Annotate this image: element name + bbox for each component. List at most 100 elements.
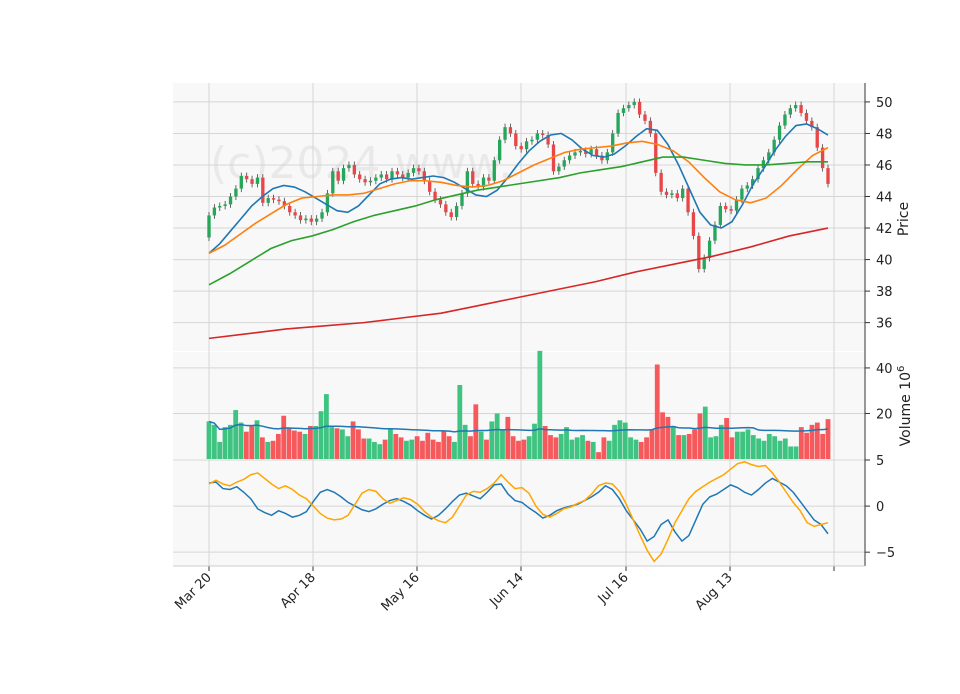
candle-body <box>535 133 540 140</box>
candle-body <box>691 212 696 236</box>
volume-bar <box>350 421 356 459</box>
candle-body <box>320 212 324 219</box>
candle-body <box>659 172 663 192</box>
candle-body <box>288 205 292 213</box>
x-tick-label: Mar 20 <box>172 570 215 613</box>
grid-lines <box>173 83 865 566</box>
volume-bar <box>809 424 815 459</box>
volume-bar <box>291 430 297 459</box>
candle-body <box>314 218 319 222</box>
volume-bar <box>254 420 260 459</box>
volume-bar <box>275 433 281 459</box>
volume-bar <box>211 424 217 459</box>
volume-bar <box>574 437 580 459</box>
volume-bar <box>585 440 591 459</box>
volume-bar <box>638 441 644 459</box>
candle-body <box>557 166 561 172</box>
candle-body <box>573 152 577 156</box>
candle-body <box>449 212 453 217</box>
candle-body <box>530 139 534 142</box>
candle-body <box>718 205 723 225</box>
volume-bar <box>724 418 730 459</box>
x-tick-label: Apr 18 <box>278 570 319 611</box>
candle-body <box>336 171 340 181</box>
volume-bar <box>580 435 585 459</box>
candle-body <box>293 212 297 216</box>
volume-bar <box>243 431 249 459</box>
volume-bar <box>516 440 521 459</box>
candle-body <box>584 150 588 154</box>
candle-body <box>454 205 459 217</box>
candle-body <box>600 155 604 161</box>
candle-body <box>508 127 513 134</box>
volume-bar <box>713 436 719 459</box>
volume-bar <box>654 364 660 459</box>
volume-bar <box>708 437 714 459</box>
volume-bar <box>377 444 383 459</box>
moving-average-lines <box>208 123 829 340</box>
volume-bar <box>227 424 233 459</box>
volume-tick-label: 20 <box>876 407 893 422</box>
volume-bar <box>665 416 671 459</box>
candle-body <box>438 199 443 205</box>
volume-bar <box>537 350 543 459</box>
volume-bar <box>382 439 388 459</box>
volume-bar <box>259 437 265 459</box>
volume-bar <box>489 421 495 459</box>
volume-bar <box>697 413 703 459</box>
volume-bar <box>345 436 351 459</box>
volume-bar <box>409 439 415 459</box>
volume-bar <box>372 441 377 459</box>
volume-bar <box>740 431 746 459</box>
candle-body <box>621 108 626 113</box>
candle-body <box>304 218 308 221</box>
price-tick-label: 42 <box>876 222 893 237</box>
candle-body <box>524 141 529 150</box>
volume-bar <box>564 427 569 459</box>
volume-bar <box>542 425 548 459</box>
volume-bar <box>238 422 244 459</box>
volume-bar <box>692 429 697 459</box>
volume-bar <box>265 441 271 459</box>
volume-bar <box>318 411 324 459</box>
candle-body <box>810 120 814 128</box>
volume-bar <box>606 440 612 459</box>
candle-body <box>245 176 249 180</box>
volume-bar <box>425 432 431 459</box>
candle-body <box>379 174 383 178</box>
volume-bar <box>302 433 308 459</box>
candle-body <box>401 174 405 178</box>
volume-bar <box>761 440 767 459</box>
volume-bar <box>628 437 633 459</box>
volume-bar <box>404 440 409 459</box>
price-tick-label: 44 <box>876 191 893 206</box>
volume-bar <box>745 429 751 459</box>
candle-body <box>697 235 701 270</box>
volume-bar <box>446 436 452 459</box>
candle-body <box>681 188 685 199</box>
volume-bar <box>612 424 617 459</box>
candle-body <box>740 188 744 200</box>
volume-bar <box>484 439 489 459</box>
volume-bar <box>558 433 564 459</box>
volume-bar <box>436 441 441 459</box>
candle-body <box>358 174 362 180</box>
candle-body <box>826 168 830 184</box>
volume-bar <box>521 439 527 459</box>
candle-body <box>799 105 803 113</box>
volume-bar <box>217 441 223 459</box>
volume-bar <box>270 440 276 459</box>
candle-body <box>519 146 523 150</box>
volume-bar <box>681 435 687 459</box>
candle-body <box>325 193 330 213</box>
volume-bar <box>553 437 559 459</box>
candle-body <box>223 204 227 206</box>
candle-body <box>309 218 313 222</box>
price-tick-label: 50 <box>876 96 893 111</box>
candle-body <box>783 114 787 126</box>
candle-body <box>670 193 674 195</box>
candle-body <box>578 150 583 153</box>
candle-body <box>745 185 749 189</box>
volume-bar <box>494 413 500 459</box>
oscillator-line <box>208 461 829 563</box>
